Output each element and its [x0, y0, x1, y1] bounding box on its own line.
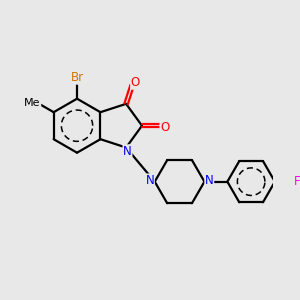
Text: N: N: [146, 174, 154, 187]
Text: O: O: [131, 76, 140, 89]
Text: Me: Me: [24, 98, 41, 108]
Text: N: N: [123, 145, 132, 158]
Text: Br: Br: [70, 71, 84, 84]
Text: N: N: [205, 174, 214, 187]
Text: O: O: [160, 121, 169, 134]
Text: F: F: [294, 175, 300, 188]
